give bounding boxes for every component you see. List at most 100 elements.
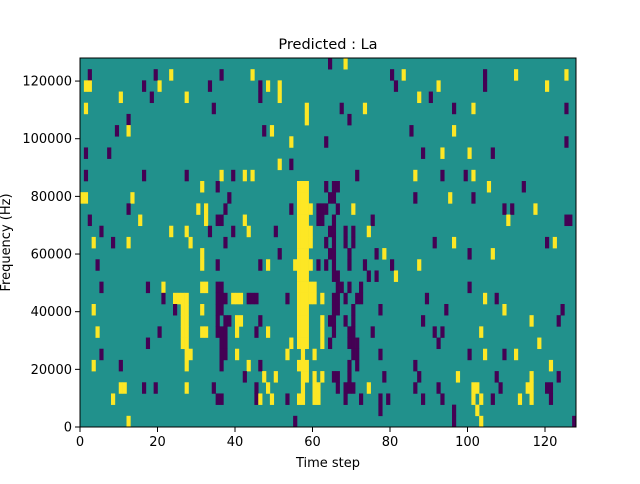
heatmap-cell-low [355, 337, 360, 350]
heatmap-cell-high [200, 181, 205, 193]
heatmap-cell-low [215, 181, 220, 193]
heatmap-cell-high [277, 158, 282, 171]
heatmap-cell-low [339, 102, 344, 115]
heatmap-cell-high [300, 181, 306, 193]
heatmap-cell-low [316, 259, 321, 271]
heatmap-cell-high [312, 281, 317, 294]
heatmap-cell-high [529, 315, 534, 327]
heatmap-cell-high [545, 80, 550, 92]
heatmap-cell-low [417, 371, 422, 383]
heatmap-cell-low [219, 214, 224, 227]
heatmap-cell-high [231, 292, 236, 305]
heatmap-cell-low [548, 393, 554, 405]
heatmap-cell-high [277, 80, 282, 92]
heatmap-cell-high [184, 315, 189, 327]
heatmap-cell-low [316, 203, 321, 215]
heatmap-cell-low [335, 281, 340, 294]
heatmap-cell-high [184, 292, 189, 305]
heatmap-cell-high [300, 203, 306, 215]
heatmap-cell-low [223, 348, 228, 361]
heatmap-cell-low [331, 326, 337, 338]
heatmap-cell-high [297, 181, 302, 193]
heatmap-cell-low [277, 248, 282, 260]
heatmap-cell-high [564, 69, 569, 81]
heatmap-cell-high [304, 337, 309, 350]
heatmap-cell-low [545, 382, 550, 394]
heatmap-cell-low [320, 203, 325, 215]
heatmap-cell-high [184, 304, 189, 316]
heatmap-cell-high [200, 304, 205, 316]
heatmap-cell-high [300, 304, 306, 316]
heatmap-cell-low [99, 225, 104, 238]
heatmap-cell-low [339, 281, 344, 294]
heatmap-cell-high [297, 304, 302, 316]
heatmap-cell-low [335, 371, 340, 383]
heatmap-cell-high [483, 292, 488, 305]
heatmap-cell-low [219, 304, 224, 316]
heatmap-cell-low [254, 393, 259, 405]
heatmap-cell-low [545, 236, 550, 249]
heatmap-cell-low [343, 225, 348, 238]
heatmap-cell-low [87, 69, 92, 81]
heatmap-cell-high [300, 382, 306, 394]
heatmap-cell-low [471, 192, 476, 204]
heatmap-cell-low [351, 348, 356, 361]
heatmap-cell-low [335, 382, 340, 394]
heatmap-cell-high [126, 236, 131, 249]
heatmap-cell-high [320, 292, 325, 305]
heatmap-cell-high [300, 236, 306, 249]
heatmap-cell-low [111, 236, 116, 249]
x-tick-label: 40 [227, 435, 244, 450]
heatmap-cell-low [262, 125, 267, 137]
heatmap-cell-low [436, 337, 441, 350]
heatmap-cell-low [83, 147, 89, 159]
heatmap-cell-high [320, 315, 325, 327]
heatmap-cell-low [254, 382, 259, 394]
heatmap-cell-low [331, 181, 337, 193]
heatmap-cell-high [184, 337, 189, 350]
heatmap-cell-high [506, 214, 511, 227]
heatmap-cell-high [118, 91, 123, 104]
heatmap-cell-high [200, 281, 205, 294]
heatmap-cell-high [490, 248, 495, 260]
heatmap-cell-high [246, 359, 251, 372]
heatmap-cell-high [297, 192, 302, 204]
heatmap-cell-low [347, 337, 352, 350]
heatmap-cell-low [331, 270, 337, 282]
heatmap-cell-low [328, 315, 333, 327]
heatmap-cell-high [297, 270, 302, 282]
heatmap-cell-low [432, 236, 437, 249]
heatmap-cell-low [343, 382, 348, 394]
heatmap-cell-low [351, 315, 356, 327]
heatmap-cell-high [297, 225, 302, 238]
heatmap-cell-low [161, 292, 166, 305]
heatmap-cell-low [285, 292, 290, 305]
heatmap-cell-low [413, 192, 418, 204]
heatmap-cell-high [184, 382, 189, 394]
heatmap-cell-high [320, 326, 325, 338]
heatmap-cell-high [219, 169, 224, 182]
heatmap-cell-low [126, 113, 131, 126]
heatmap-cell-high [169, 225, 174, 238]
heatmap-cell-high [533, 203, 538, 215]
heatmap-cell-high [393, 270, 399, 282]
heatmap-cell-low [215, 281, 220, 294]
heatmap-cell-low [494, 292, 499, 305]
heatmap-cell-high [118, 382, 123, 394]
heatmap-cell-high [262, 371, 267, 383]
heatmap-cell-high [297, 259, 302, 271]
heatmap-cell-low [343, 315, 348, 327]
heatmap-cell-low [467, 348, 472, 361]
heatmap-cell-high [529, 393, 534, 405]
heatmap-cell-low [343, 236, 348, 249]
heatmap-cell-low [424, 292, 430, 305]
y-tick-label: 20000 [31, 363, 72, 378]
heatmap-cell-low [467, 281, 472, 294]
heatmap-cell-high [471, 393, 476, 405]
x-tick-label: 60 [304, 435, 321, 450]
heatmap-cell-high [80, 192, 85, 204]
heatmap-cell-low [331, 371, 337, 383]
heatmap-cell-high [304, 225, 309, 238]
heatmap-cell-high [91, 359, 96, 372]
